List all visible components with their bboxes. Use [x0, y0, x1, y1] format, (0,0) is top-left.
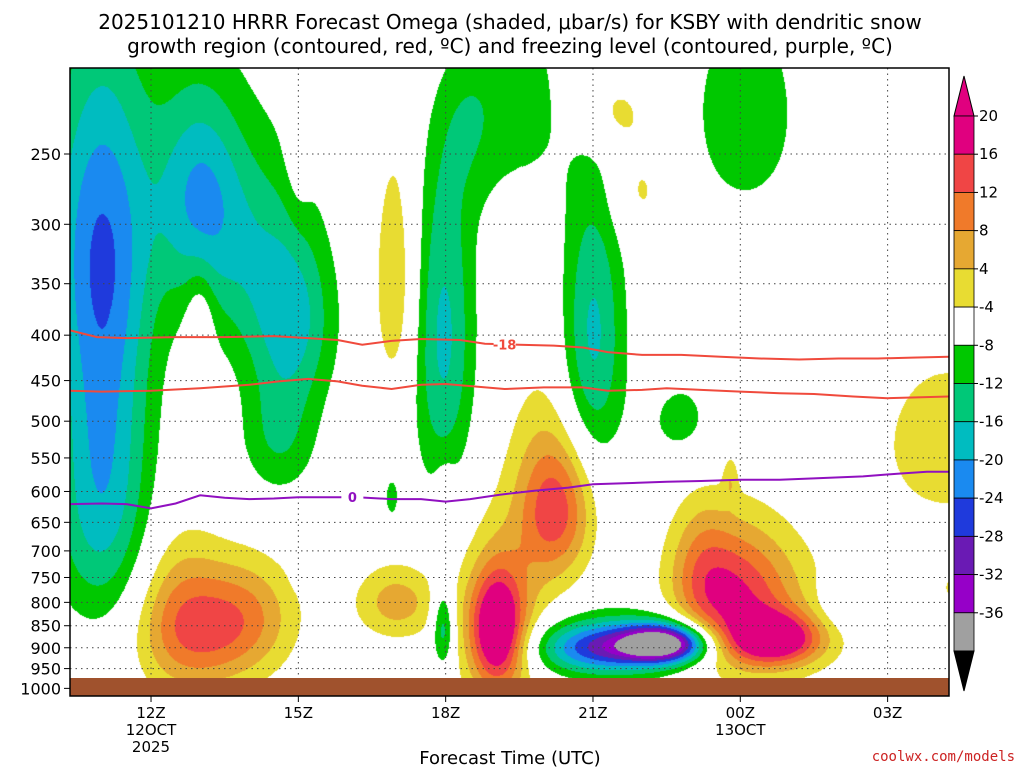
dgz-contour-label: -18: [493, 338, 517, 353]
colorbar-label: -28: [979, 527, 1004, 545]
y-tick-label: 500: [30, 412, 61, 431]
colorbar-top-arrow: [953, 75, 975, 117]
y-tick-label: 350: [30, 275, 61, 294]
x-tick-label: 03Z: [873, 704, 902, 722]
grid-lines: [70, 68, 949, 696]
y-tick-label: 250: [30, 145, 61, 164]
plot-area: -18 0: [69, 67, 950, 697]
colorbar-swatch: [953, 574, 975, 614]
x-tick-label: 21Z: [578, 704, 607, 722]
colorbar-label: -24: [979, 489, 1004, 507]
y-tick-label: 900: [30, 639, 61, 658]
colorbar-label: -16: [979, 413, 1004, 431]
colorbar-label: 16: [979, 145, 998, 163]
colorbar-label: 20: [979, 107, 998, 125]
colorbar-swatch: [953, 535, 975, 575]
chart-title-line-2: growth region (contoured, red, ºC) and f…: [127, 34, 893, 58]
dgz-isotherm-lower: [70, 377, 949, 400]
colorbar-swatch: [953, 497, 975, 537]
x-tick-label: 00Z: [726, 704, 755, 722]
colorbar-label: -12: [979, 375, 1004, 393]
temperature-contours: -18 0: [70, 329, 949, 510]
y-tick-label: 650: [30, 513, 61, 532]
colorbar-bottom-arrow: [953, 650, 975, 692]
y-tick-label: 550: [30, 449, 61, 468]
y-tick-label: 800: [30, 593, 61, 612]
colorbar-label: -4: [979, 298, 994, 316]
y-tick-label: 600: [30, 482, 61, 501]
colorbar-swatch: [953, 421, 975, 461]
x-axis-title: Forecast Time (UTC): [419, 748, 600, 768]
x-tick-label: 18Z: [431, 704, 460, 722]
omega-shading: [70, 68, 949, 696]
x-tick-label: 12OCT: [126, 721, 177, 739]
colorbar-swatch: [953, 344, 975, 384]
colorbar-swatch: [953, 268, 975, 308]
colorbar: 20 16 12 8 4 -4 -8 -12 -16 -20 -24 -28 -32 -36: [953, 75, 1004, 692]
y-tick-label: 750: [30, 568, 61, 587]
colorbar-swatch: [953, 115, 975, 155]
colorbar-label: -32: [979, 566, 1004, 584]
plot-frame: [69, 67, 950, 697]
y-axis-pressure: 250 300 350 400 450 500 550 600 650 700 750 800 850 9…: [20, 145, 70, 698]
colorbar-label: -8: [979, 336, 994, 354]
colorbar-label: 12: [979, 183, 998, 201]
freezing-level-label-bg: [341, 489, 364, 506]
dgz-contour-label-bg: [493, 336, 516, 353]
x-tick-label: 13OCT: [715, 721, 766, 739]
colorbar-swatch: [953, 153, 975, 193]
colorbar-swatch: [953, 459, 975, 499]
colorbar-label: 4: [979, 260, 989, 278]
colorbar-swatch: [953, 192, 975, 232]
colorbar-label: 8: [979, 222, 989, 240]
freezing-level-line: [70, 470, 949, 510]
chart-title-line-1: 2025101210 HRRR Forecast Omega (shaded, …: [98, 10, 922, 34]
terrain-ground: [70, 678, 949, 696]
freezing-level-label: 0: [348, 491, 357, 506]
y-tick-label: 1000: [20, 679, 61, 698]
y-tick-label: 700: [30, 542, 61, 561]
colorbar-label: -36: [979, 604, 1004, 622]
x-tick-label: 2025: [132, 738, 170, 756]
colorbar-swatch: [953, 230, 975, 270]
y-tick-label: 950: [30, 660, 61, 679]
colorbar-swatch: [953, 612, 975, 652]
y-tick-label: 300: [30, 215, 61, 234]
colorbar-swatch: [953, 306, 975, 346]
credit-text: coolwx.com/models: [872, 749, 1015, 765]
x-tick-label: 12Z: [136, 704, 165, 722]
colorbar-label: -20: [979, 451, 1004, 469]
y-tick-label: 850: [30, 617, 61, 636]
x-tick-label: 15Z: [284, 704, 313, 722]
colorbar-swatch: [953, 383, 975, 423]
y-tick-label: 450: [30, 372, 61, 391]
y-tick-label: 400: [30, 326, 61, 345]
